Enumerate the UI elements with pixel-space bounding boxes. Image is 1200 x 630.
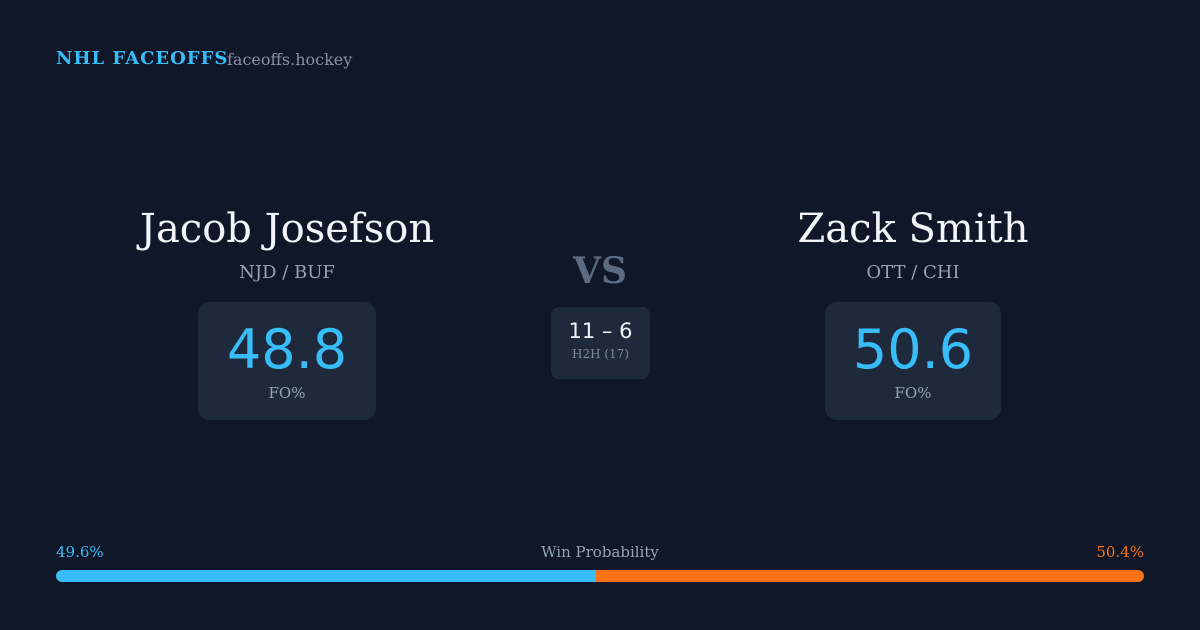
h2h-box: 11 – 6 H2H (17)	[551, 307, 650, 379]
right-segment	[595, 570, 1144, 582]
player-teams: OTT / CHI	[866, 262, 960, 283]
player-name: Zack Smith	[797, 206, 1029, 252]
versus: VS	[573, 250, 627, 292]
stat-label: FO%	[894, 384, 932, 402]
probability-bar	[56, 570, 1144, 582]
stat-value: 50.6	[852, 318, 974, 381]
player-name: Jacob Josefson	[139, 206, 435, 252]
site: faceoffs.hockey	[227, 50, 353, 69]
brand: NHL FACEOFFS	[56, 48, 229, 69]
player-teams: NJD / BUF	[239, 262, 335, 283]
stat-box: 50.6 FO%	[825, 302, 1001, 420]
left-segment	[56, 570, 596, 582]
h2h-score: 11 – 6	[568, 319, 633, 343]
stat-box: 48.8 FO%	[198, 302, 376, 420]
h2h-label: H2H (17)	[571, 347, 629, 361]
stat-label: FO%	[268, 384, 306, 402]
right-probability: 50.4%	[1096, 543, 1144, 561]
stat-value: 48.8	[226, 318, 348, 381]
left-probability: 49.6%	[56, 543, 104, 561]
probability-title: Win Probability	[541, 543, 659, 561]
